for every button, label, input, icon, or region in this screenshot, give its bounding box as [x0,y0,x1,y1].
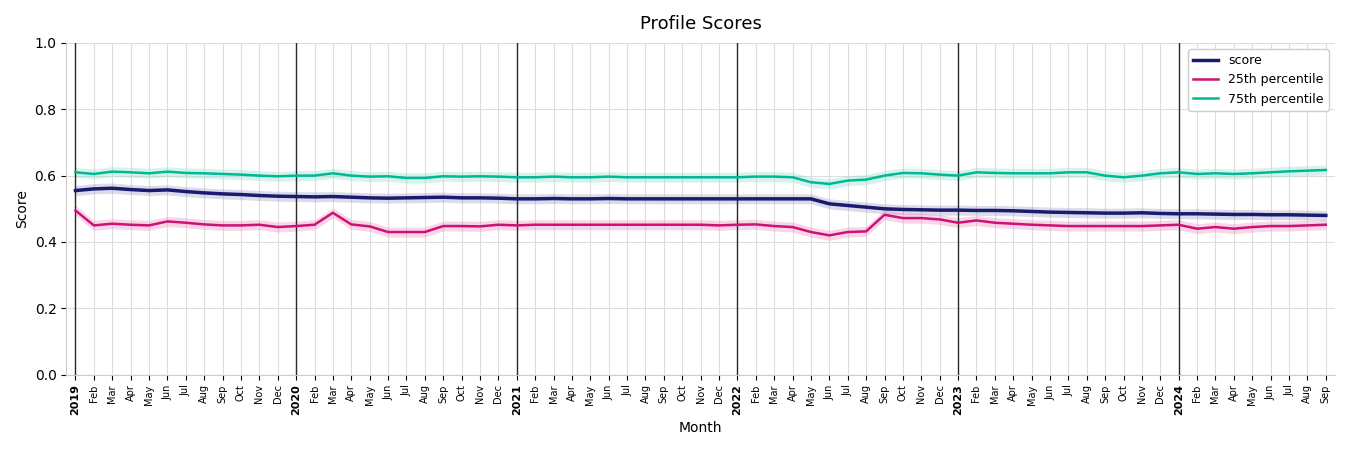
Legend: score, 25th percentile, 75th percentile: score, 25th percentile, 75th percentile [1188,49,1328,111]
X-axis label: Month: Month [679,421,722,435]
Y-axis label: Score: Score [15,189,28,228]
Title: Profile Scores: Profile Scores [640,15,761,33]
